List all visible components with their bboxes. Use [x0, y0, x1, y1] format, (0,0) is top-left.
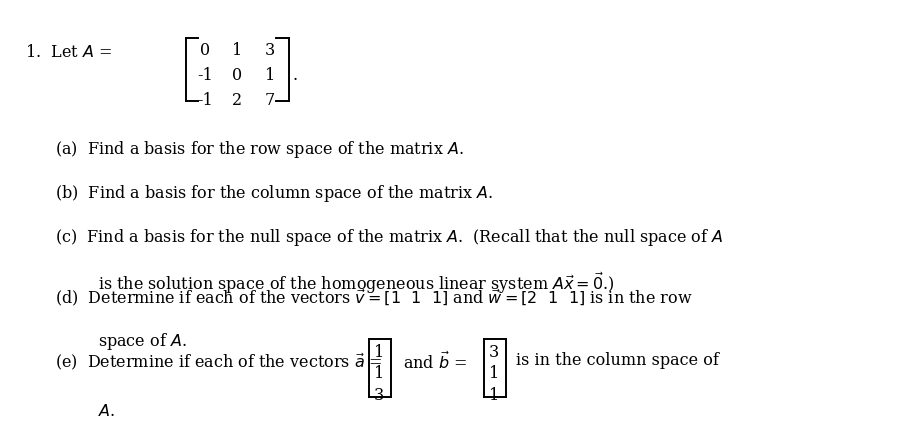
Text: 3: 3	[373, 386, 383, 402]
Text: $A$.: $A$.	[97, 402, 115, 419]
Text: 0: 0	[200, 42, 210, 59]
Text: (e)  Determine if each of the vectors $\vec{a}$ =: (e) Determine if each of the vectors $\v…	[55, 351, 382, 371]
Text: is the solution space of the homogeneous linear system $A\vec{x} = \vec{0}$.): is the solution space of the homogeneous…	[97, 270, 613, 296]
Text: (b)  Find a basis for the column space of the matrix $A$.: (b) Find a basis for the column space of…	[55, 183, 492, 204]
Text: 7: 7	[264, 92, 275, 108]
Text: 1: 1	[232, 42, 243, 59]
Text: space of $A$.: space of $A$.	[97, 331, 186, 351]
Text: is in the column space of: is in the column space of	[516, 351, 718, 368]
Text: 1: 1	[488, 386, 499, 402]
Text: 2: 2	[232, 92, 242, 108]
Text: (a)  Find a basis for the row space of the matrix $A$.: (a) Find a basis for the row space of th…	[55, 139, 464, 160]
Text: -1: -1	[198, 92, 213, 108]
Text: 1: 1	[373, 365, 383, 381]
Text: (d)  Determine if each of the vectors $\vec{v} = [1\ \ 1\ \ 1]$ and $\vec{w} = [: (d) Determine if each of the vectors $\v…	[55, 287, 692, 307]
Text: 1: 1	[488, 365, 499, 381]
Text: .: .	[292, 67, 297, 83]
Text: 0: 0	[232, 67, 242, 83]
Text: 3: 3	[488, 344, 499, 360]
Text: 1.  Let $A$ =: 1. Let $A$ =	[25, 44, 112, 61]
Text: 1: 1	[264, 67, 275, 83]
Text: 1: 1	[373, 344, 383, 360]
Text: (c)  Find a basis for the null space of the matrix $A$.  (Recall that the null s: (c) Find a basis for the null space of t…	[55, 227, 723, 248]
Text: 3: 3	[264, 42, 275, 59]
Text: and $\vec{b}$ =: and $\vec{b}$ =	[402, 351, 466, 372]
Text: -1: -1	[198, 67, 213, 83]
